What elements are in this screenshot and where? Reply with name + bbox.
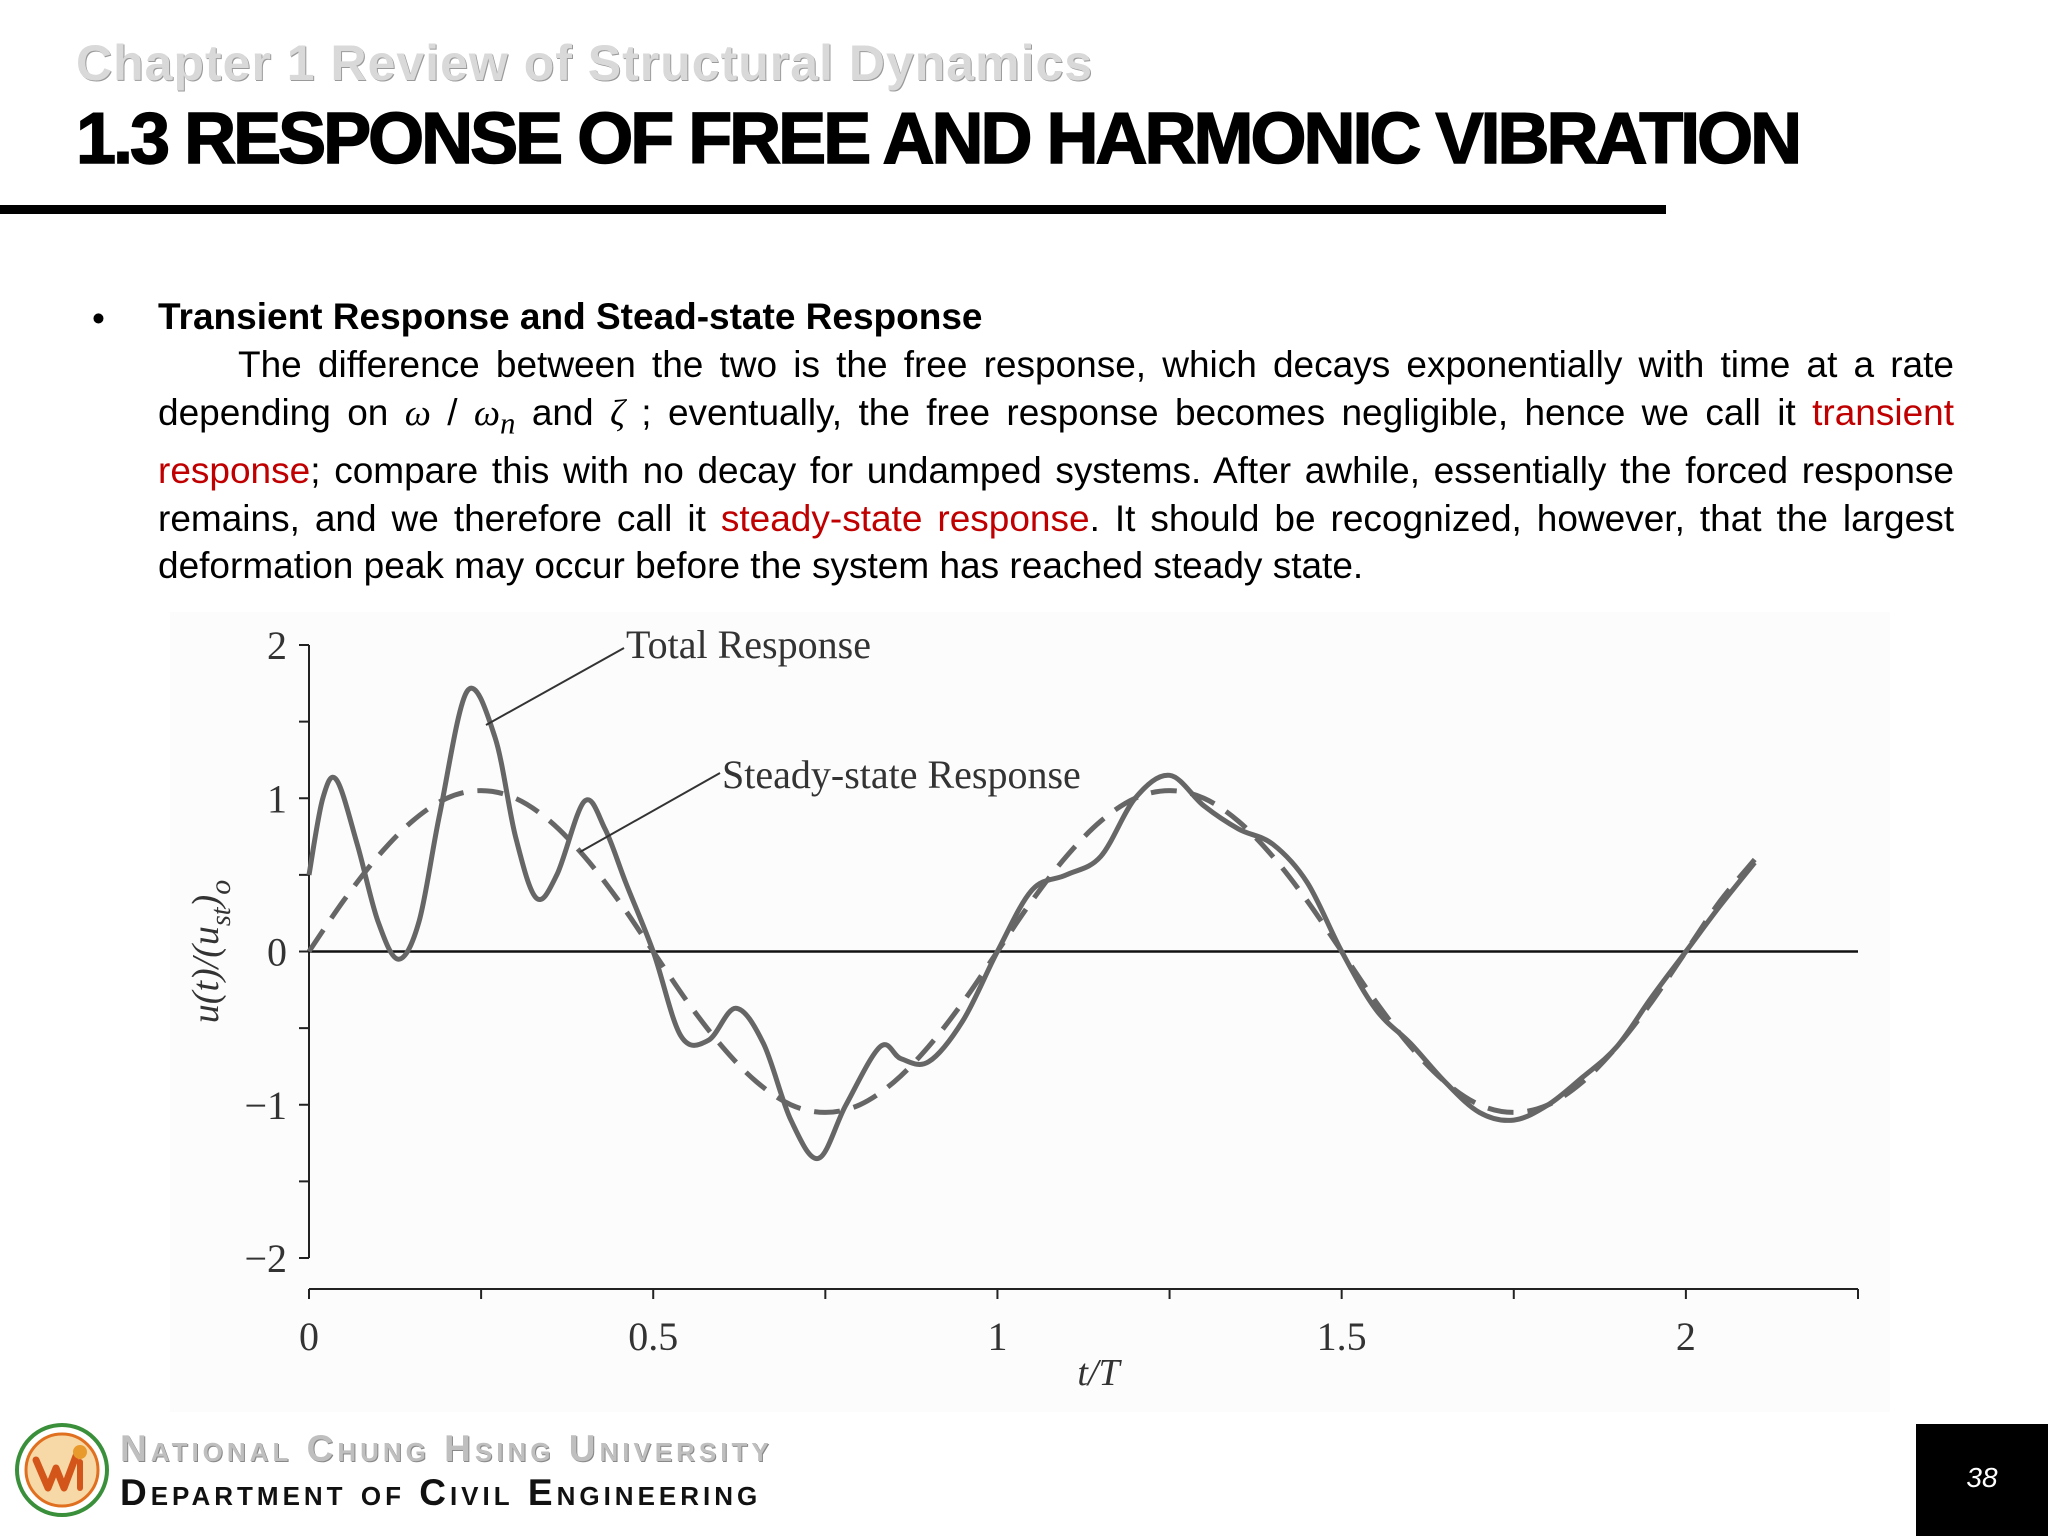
steady-state-label: Steady-state Response [722, 752, 1081, 797]
slash-text: / [430, 391, 474, 433]
university-name: National Chung Hsing University [120, 1428, 773, 1469]
x-tick-label: 0.5 [628, 1314, 678, 1359]
total-response-leader [485, 647, 625, 726]
y-axis-label: u(t)/(ust)o [185, 880, 237, 1023]
y-tick-label: −1 [244, 1083, 287, 1128]
body-paragraph: The difference between the two is the fr… [158, 341, 1954, 590]
steady-state-highlight: steady-state response [720, 497, 1090, 539]
page-number-box: 38 [1916, 1424, 2048, 1536]
omega-n-symbol: ω [473, 392, 501, 434]
response-plot: 2 1 0 −1 −2 0 0.5 1 1.5 2 t/T u(t)/(ust)o Total Resp… [170, 612, 1890, 1412]
para-text-1: The difference between the two is the fr… [158, 344, 1954, 433]
x-tick-label: 0 [299, 1314, 319, 1359]
bullet-heading: Transient Response and Stead-state Respo… [158, 296, 983, 337]
title-divider [0, 205, 1666, 214]
para-text-4: ; compare this with no decay for undampe… [158, 450, 1954, 539]
total-response-label: Total Response [626, 622, 871, 667]
y-tick-label: 0 [267, 930, 287, 975]
zeta-symbol: ζ [609, 392, 625, 434]
steady-state-leader [579, 772, 721, 853]
total-response-line [306, 685, 1757, 1161]
bullet-marker: • [92, 298, 105, 339]
x-axis-label: t/T [1077, 1352, 1122, 1394]
omega-n-subscript: n [500, 405, 516, 440]
steady-state-response-line [306, 788, 1757, 1115]
y-tick-label: 2 [267, 623, 287, 668]
university-logo [15, 1423, 109, 1517]
para-text-5: . It should be recognized, however, that… [158, 497, 1954, 587]
x-tick-label: 1.5 [1317, 1314, 1367, 1359]
transient-response-highlight: transient response [158, 391, 1955, 492]
y-tick-label: 1 [267, 776, 287, 821]
y-tick-label: −2 [244, 1236, 287, 1281]
chapter-title: Chapter 1 Review of Structural Dynamics [76, 35, 1094, 91]
para-text-3: ; eventually, the free response becomes … [624, 391, 1813, 433]
section-title: 1.3 RESPONSE OF FREE AND HARMONIC VIBRAT… [75, 98, 1803, 180]
x-tick-label: 2 [1676, 1314, 1696, 1359]
x-tick-label: 1 [987, 1314, 1007, 1359]
para-text-2: and [515, 391, 610, 433]
response-chart: 2 1 0 −1 −2 0 0.5 1 1.5 2 t/T u(t)/(ust)o Total Resp… [185, 622, 1859, 1394]
omega-symbol: ω [404, 392, 431, 434]
page-number: 38 [1966, 1462, 1998, 1493]
department-name: Department of Civil Engineering [120, 1472, 762, 1513]
